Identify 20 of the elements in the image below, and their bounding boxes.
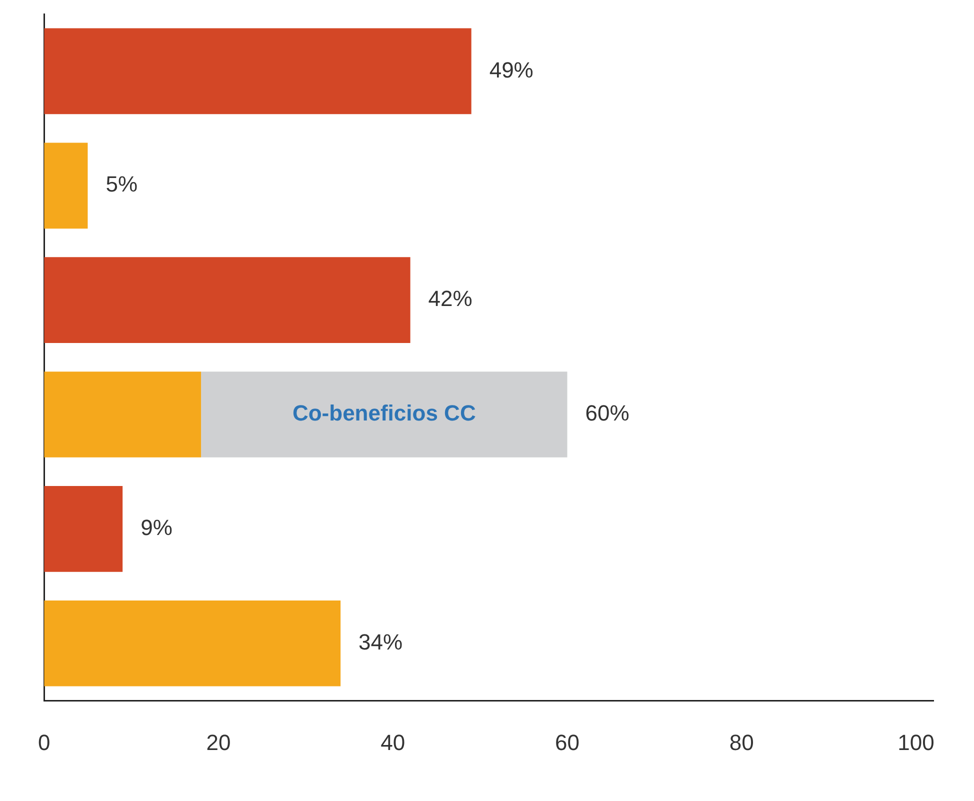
x-tick-label: 60 xyxy=(555,730,580,755)
bar xyxy=(44,142,88,229)
x-tick-label: 20 xyxy=(206,730,231,755)
x-tick-label: 40 xyxy=(380,730,406,755)
x-tick-label: 100 xyxy=(898,730,934,755)
total-label: 42% xyxy=(428,286,472,312)
bar xyxy=(44,486,123,572)
bar xyxy=(44,600,341,686)
total-label: 9% xyxy=(140,515,172,540)
series-label: Co-beneficios CC xyxy=(292,400,476,426)
total-label: 60% xyxy=(585,400,630,426)
bar xyxy=(201,372,568,458)
x-tick-label: 80 xyxy=(729,730,754,755)
total-label: 5% xyxy=(106,172,138,197)
x-tick-label: 0 xyxy=(38,730,50,755)
bar xyxy=(44,372,202,458)
total-label: 49% xyxy=(489,57,534,82)
bar xyxy=(44,28,472,114)
bar xyxy=(44,257,410,343)
total-label: 34% xyxy=(358,629,403,654)
